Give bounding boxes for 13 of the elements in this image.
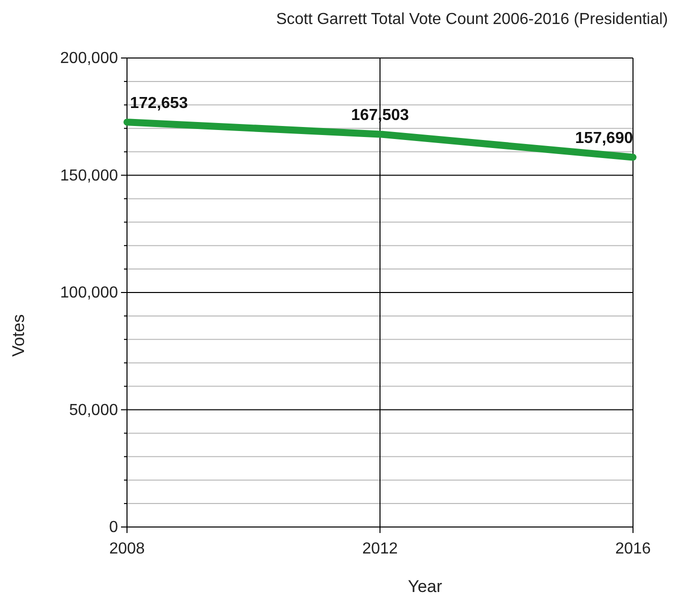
y-tick-label: 100,000 xyxy=(60,284,118,302)
x-tick-label: 2016 xyxy=(615,540,651,558)
data-label: 172,653 xyxy=(130,95,188,112)
x-tick-label: 2008 xyxy=(109,540,145,558)
y-tick-label: 50,000 xyxy=(69,402,118,419)
chart-title: Scott Garrett Total Vote Count 2006-2016 (Presidential) xyxy=(276,11,668,28)
y-tick-label: 150,000 xyxy=(60,167,118,184)
x-axis-title: Year xyxy=(408,577,443,596)
y-axis-title: Votes xyxy=(9,314,28,357)
y-tick-label: 0 xyxy=(109,519,118,536)
y-tick-label: 200,000 xyxy=(60,50,118,68)
x-tick-label: 2012 xyxy=(362,540,398,558)
data-label: 157,690 xyxy=(575,130,634,148)
